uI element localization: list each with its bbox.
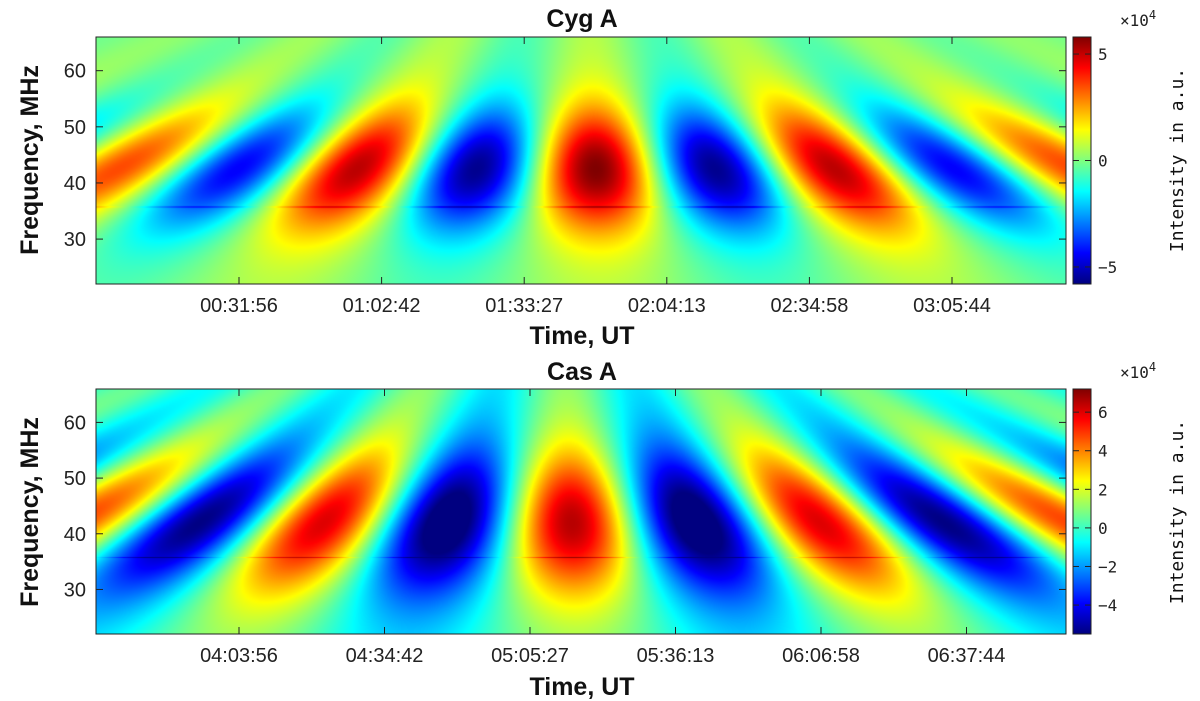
colorbar-tick-label: 0 [1098,152,1108,171]
colorbar-tick-label: 5 [1098,45,1108,64]
x-tick-label: 01:33:27 [485,295,563,317]
y-tick-label: 50 [64,117,86,139]
x-tick-label: 05:36:13 [637,645,715,667]
heatmap-area [96,389,1066,634]
x-axis-label: Time, UT [529,673,634,701]
x-tick-label: 04:34:42 [346,645,424,667]
colorbar-tick-label: −5 [1098,258,1117,277]
y-tick-label: 40 [64,524,86,546]
colorbar-ticks: 6 4 2 0 −2 −4 [1073,403,1117,615]
colorbar-tick-label: 4 [1098,442,1108,461]
colorbar-tick-label: 6 [1098,403,1108,422]
y-tick-label: 30 [64,229,86,251]
colorbar-multiplier: ×104 [1120,360,1156,382]
x-tick-label: 02:34:58 [770,295,848,317]
x-tick-label: 04:03:56 [200,645,278,667]
x-tick-label: 06:37:44 [928,645,1006,667]
x-tick-label: 01:02:42 [343,295,421,317]
colorbar-ticks: 5 0 −5 [1073,45,1117,277]
x-tick-label: 00:31:56 [200,295,278,317]
x-tick-label: 03:05:44 [913,295,991,317]
y-tick-label: 60 [64,61,86,83]
y-tick-label: 50 [64,468,86,490]
x-axis-label: Time, UT [529,322,634,350]
plot-frame [95,36,1067,285]
heatmap-canvas [96,37,1066,284]
colorbar-tick-label: 0 [1098,519,1108,538]
x-tick-label: 05:05:27 [491,645,569,667]
heatmap-area [96,37,1066,284]
y-tick-label: 40 [64,173,86,195]
colorbar [1072,388,1092,635]
y-axis-label: Frequency, MHz [16,417,44,607]
colorbar-label: Intensity in a.u. [1167,68,1188,252]
y-axis-label: Frequency, MHz [16,65,44,255]
chart-title: Cyg A [546,5,617,33]
panel-cyg-a: Cyg A 00:31:56 01:02:42 01:33:27 02:04:13 02… [16,5,1188,350]
colorbar-multiplier: ×104 [1120,8,1156,30]
heatmap-canvas [96,389,1066,634]
colorbar-tick-label: −4 [1098,596,1117,615]
x-tick-label: 02:04:13 [628,295,706,317]
panel-cas-a: Cas A 04:03:56 04:34:42 05:05:27 05:36:13 06… [16,358,1188,701]
plot-frame [95,388,1067,635]
axis-ticks: 04:03:56 04:34:42 05:05:27 05:36:13 06:06:58… [64,389,1066,667]
colorbar-tick-label: −2 [1098,557,1117,576]
colorbar-label: Intensity in a.u. [1167,420,1188,604]
x-tick-label: 06:06:58 [782,645,860,667]
chart-title: Cas A [547,358,617,386]
y-tick-label: 30 [64,579,86,601]
y-tick-label: 60 [64,412,86,434]
colorbar-tick-label: 2 [1098,480,1108,499]
axis-ticks: 00:31:56 01:02:42 01:33:27 02:04:13 02:34:58… [64,37,1066,317]
